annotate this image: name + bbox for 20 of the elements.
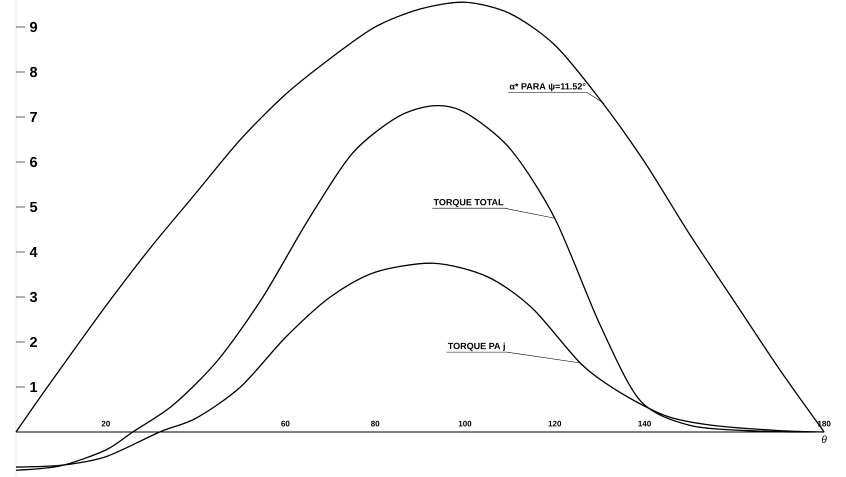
x-axis-title: θ [822, 436, 827, 443]
x-tick-label: 60 [281, 420, 290, 426]
x-tick-label: 120 [548, 420, 562, 426]
y-tick-label: 6 [30, 156, 38, 168]
y-tick-label: 5 [30, 202, 38, 212]
annotation: TORQUE TOTAL [434, 198, 504, 208]
x-tick-label: 140 [638, 420, 651, 426]
x-tick-label: 180 [818, 420, 830, 426]
y-tick-label: 9 [30, 22, 38, 32]
x-tick-label: 100 [458, 420, 472, 426]
x-tick-label: 20 [102, 420, 110, 426]
x-tick-label: 80 [370, 420, 380, 426]
y-tick-label: 1 [30, 382, 38, 392]
y-tick-label: 4 [30, 247, 38, 257]
y-tick-label: 8 [30, 66, 38, 78]
y-tick-label: 3 [30, 292, 38, 302]
y-tick-label: 7 [30, 112, 37, 122]
annotation: α* PARA ψ=11.52° [510, 83, 586, 92]
y-tick-label: 2 [30, 336, 37, 348]
annotation: TORQUE PA j [448, 342, 505, 351]
